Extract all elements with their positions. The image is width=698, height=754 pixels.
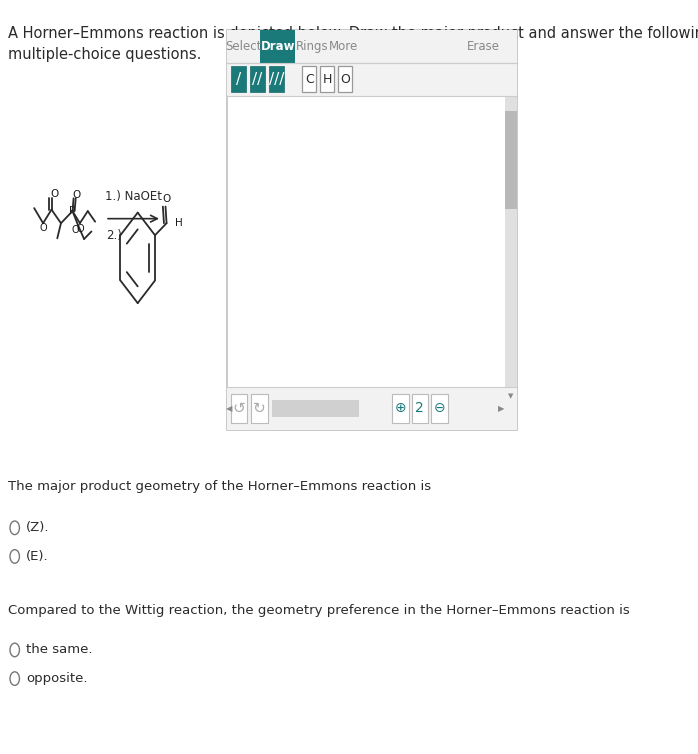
- Text: ⊖: ⊖: [433, 401, 445, 415]
- Text: Draw: Draw: [260, 40, 295, 53]
- FancyBboxPatch shape: [260, 30, 295, 63]
- Text: A Horner–Emmons reaction is depicted below. Draw the major product and answer th: A Horner–Emmons reaction is depicted bel…: [8, 26, 698, 63]
- Text: H: H: [175, 218, 183, 228]
- FancyBboxPatch shape: [230, 394, 247, 422]
- FancyBboxPatch shape: [412, 394, 428, 422]
- Text: C: C: [305, 72, 313, 86]
- Text: The major product geometry of the Horner–Emmons reaction is: The major product geometry of the Horner…: [8, 480, 431, 493]
- Text: Compared to the Wittig reaction, the geometry preference in the Horner–Emmons re: Compared to the Wittig reaction, the geo…: [8, 604, 630, 618]
- Text: Erase: Erase: [468, 40, 500, 53]
- Text: ↻: ↻: [253, 401, 266, 415]
- Text: 2: 2: [415, 401, 424, 415]
- Text: ▼: ▼: [508, 393, 514, 399]
- Text: ↺: ↺: [232, 401, 245, 415]
- Text: O: O: [73, 189, 81, 200]
- FancyBboxPatch shape: [431, 394, 447, 422]
- FancyBboxPatch shape: [251, 394, 267, 422]
- Text: ///: ///: [269, 72, 284, 87]
- FancyBboxPatch shape: [227, 30, 517, 63]
- Text: ⊕: ⊕: [394, 401, 406, 415]
- FancyBboxPatch shape: [227, 387, 517, 430]
- FancyBboxPatch shape: [320, 66, 334, 92]
- Text: O: O: [163, 194, 171, 204]
- Text: //: //: [252, 72, 262, 87]
- Text: 1.) NaOEt: 1.) NaOEt: [105, 189, 162, 203]
- FancyBboxPatch shape: [338, 66, 352, 92]
- Text: /: /: [235, 72, 241, 87]
- FancyBboxPatch shape: [505, 111, 517, 209]
- Text: opposite.: opposite.: [27, 672, 88, 685]
- Text: More: More: [329, 40, 359, 53]
- Text: (E).: (E).: [27, 550, 49, 563]
- Text: O: O: [72, 225, 80, 235]
- FancyBboxPatch shape: [505, 96, 517, 387]
- Text: (Z).: (Z).: [27, 521, 50, 535]
- Text: O: O: [40, 222, 47, 233]
- Text: O: O: [340, 72, 350, 86]
- Text: O: O: [50, 188, 58, 199]
- Text: Select: Select: [225, 40, 262, 53]
- Text: 2.): 2.): [106, 228, 122, 242]
- Text: ▶: ▶: [498, 404, 505, 412]
- Text: ◀: ◀: [226, 404, 232, 412]
- FancyBboxPatch shape: [302, 66, 316, 92]
- FancyBboxPatch shape: [230, 66, 246, 92]
- FancyBboxPatch shape: [272, 400, 359, 416]
- Text: H: H: [322, 72, 332, 86]
- FancyBboxPatch shape: [269, 66, 284, 92]
- Text: P: P: [69, 206, 75, 216]
- Text: O: O: [77, 224, 84, 234]
- FancyBboxPatch shape: [392, 394, 409, 422]
- FancyBboxPatch shape: [250, 66, 265, 92]
- Text: Rings: Rings: [295, 40, 328, 53]
- FancyBboxPatch shape: [227, 30, 517, 430]
- FancyBboxPatch shape: [227, 63, 517, 96]
- Text: the same.: the same.: [27, 643, 93, 657]
